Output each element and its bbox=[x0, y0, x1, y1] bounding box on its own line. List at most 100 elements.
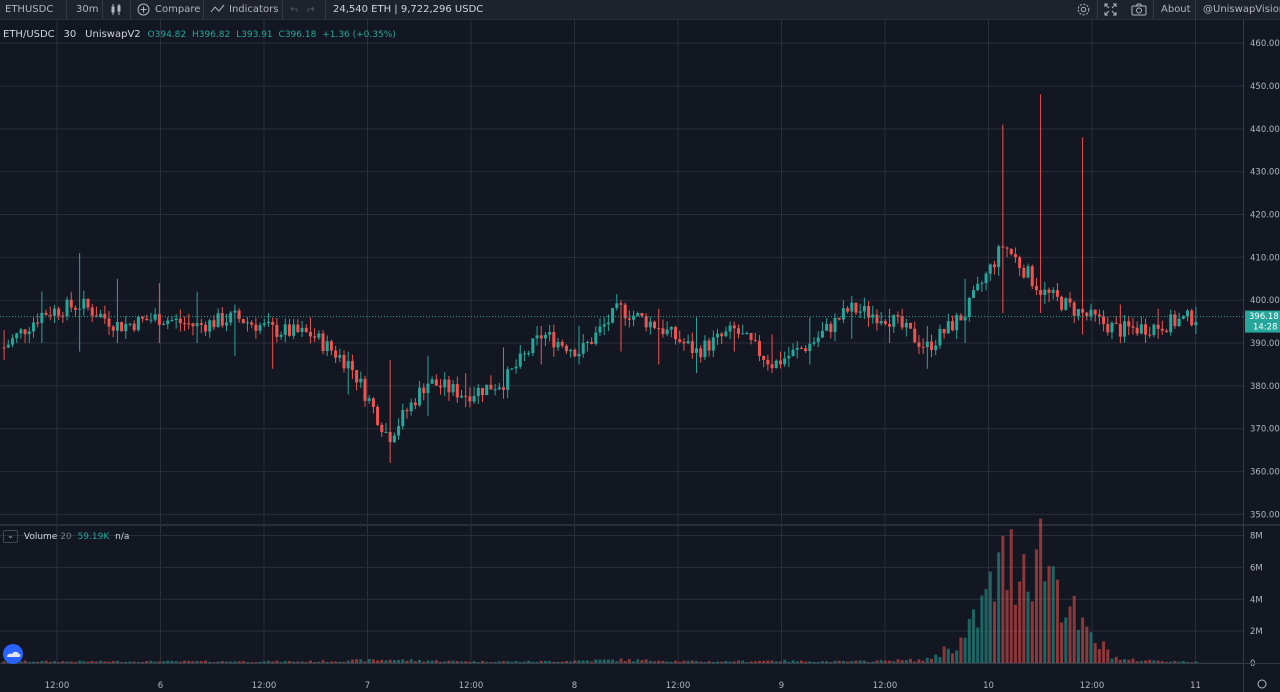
candle-body[interactable] bbox=[111, 326, 115, 331]
candle-body[interactable] bbox=[812, 342, 816, 344]
candle-body[interactable] bbox=[774, 360, 778, 369]
candle-body[interactable] bbox=[665, 329, 669, 335]
candle-body[interactable] bbox=[900, 316, 904, 328]
candle-body[interactable] bbox=[1148, 334, 1152, 336]
candle-body[interactable] bbox=[376, 406, 380, 425]
candle-body[interactable] bbox=[485, 384, 489, 396]
candle-body[interactable] bbox=[401, 410, 405, 427]
candle-body[interactable] bbox=[1051, 290, 1055, 293]
candle-body[interactable] bbox=[1114, 322, 1118, 324]
candle-body[interactable] bbox=[1156, 324, 1160, 329]
candle-body[interactable] bbox=[321, 333, 325, 352]
candle-body[interactable] bbox=[44, 312, 48, 315]
candle-body[interactable] bbox=[392, 435, 396, 443]
candle-body[interactable] bbox=[308, 331, 312, 337]
price-chart[interactable]: 460.00 450.00 440.00 430.00 420.00 410.00 400.… bbox=[0, 20, 1280, 692]
candle-body[interactable] bbox=[262, 323, 266, 326]
candle-body[interactable] bbox=[531, 338, 535, 354]
candle-body[interactable] bbox=[829, 323, 833, 333]
candle-body[interactable] bbox=[564, 345, 568, 352]
candle-body[interactable] bbox=[107, 318, 111, 327]
candle-body[interactable] bbox=[875, 314, 879, 324]
candle-body[interactable] bbox=[921, 346, 925, 348]
volume-name[interactable]: Volume bbox=[23, 532, 58, 542]
candle-body[interactable] bbox=[1194, 321, 1198, 326]
candle-body[interactable] bbox=[825, 323, 829, 331]
candle-body[interactable] bbox=[409, 402, 413, 412]
candle-body[interactable] bbox=[971, 290, 975, 298]
candle-body[interactable] bbox=[397, 426, 401, 436]
candle-body[interactable] bbox=[19, 329, 23, 334]
candle-body[interactable] bbox=[233, 310, 237, 313]
candle-body[interactable] bbox=[577, 353, 581, 357]
candle-body[interactable] bbox=[455, 384, 459, 398]
candle-body[interactable] bbox=[963, 317, 967, 321]
candle-body[interactable] bbox=[418, 387, 422, 406]
chart-type-icon[interactable] bbox=[110, 0, 122, 19]
candle-body[interactable] bbox=[615, 303, 619, 308]
candle-body[interactable] bbox=[1118, 323, 1122, 337]
candle-body[interactable] bbox=[904, 322, 908, 328]
candle-body[interactable] bbox=[749, 333, 753, 340]
candle-body[interactable] bbox=[1165, 330, 1169, 333]
candle-body[interactable] bbox=[124, 323, 128, 332]
candle-body[interactable] bbox=[841, 308, 845, 320]
candle-body[interactable] bbox=[296, 324, 300, 332]
candle-body[interactable] bbox=[602, 324, 606, 327]
candle-body[interactable] bbox=[925, 341, 929, 348]
candle-body[interactable] bbox=[1190, 310, 1194, 326]
candle-body[interactable] bbox=[103, 313, 107, 319]
candle-body[interactable] bbox=[497, 387, 501, 390]
candle-body[interactable] bbox=[283, 324, 287, 335]
candle-body[interactable] bbox=[590, 341, 594, 344]
candle-body[interactable] bbox=[86, 298, 90, 308]
candle-body[interactable] bbox=[1018, 257, 1022, 268]
candle-body[interactable] bbox=[791, 349, 795, 357]
compare-add-icon[interactable] bbox=[137, 0, 150, 19]
interval-button[interactable]: 30m bbox=[76, 4, 99, 15]
candle-body[interactable] bbox=[783, 358, 787, 365]
candle-body[interactable] bbox=[266, 321, 270, 324]
candle-body[interactable] bbox=[1076, 309, 1080, 316]
candle-body[interactable] bbox=[1110, 322, 1114, 333]
candle-body[interactable] bbox=[799, 347, 803, 349]
candle-body[interactable] bbox=[325, 341, 329, 352]
candle-body[interactable] bbox=[522, 353, 526, 355]
candle-body[interactable] bbox=[992, 264, 996, 268]
candle-body[interactable] bbox=[162, 323, 166, 325]
candle-body[interactable] bbox=[1139, 324, 1143, 334]
candle-body[interactable] bbox=[195, 323, 199, 327]
candle-body[interactable] bbox=[413, 402, 417, 406]
candle-body[interactable] bbox=[1173, 314, 1177, 327]
candle-body[interactable] bbox=[678, 339, 682, 342]
candle-body[interactable] bbox=[359, 378, 363, 383]
candle-body[interactable] bbox=[1123, 321, 1127, 337]
candle-body[interactable] bbox=[149, 319, 153, 321]
candle-body[interactable] bbox=[187, 323, 191, 325]
candle-body[interactable] bbox=[1181, 315, 1185, 319]
candle-body[interactable] bbox=[476, 387, 480, 397]
candle-body[interactable] bbox=[317, 333, 321, 338]
candle-body[interactable] bbox=[1043, 289, 1047, 295]
candle-body[interactable] bbox=[909, 322, 913, 329]
candle-body[interactable] bbox=[695, 348, 699, 353]
candle-body[interactable] bbox=[31, 322, 35, 332]
candle-body[interactable] bbox=[208, 320, 212, 332]
candle-body[interactable] bbox=[930, 341, 934, 351]
candle-body[interactable] bbox=[464, 395, 468, 397]
candle-body[interactable] bbox=[447, 379, 451, 393]
candle-body[interactable] bbox=[363, 378, 367, 401]
candle-body[interactable] bbox=[350, 360, 354, 370]
candle-body[interactable] bbox=[514, 366, 518, 369]
indicators-icon[interactable] bbox=[210, 0, 225, 19]
candle-body[interactable] bbox=[271, 321, 275, 325]
candle-body[interactable] bbox=[1177, 318, 1181, 327]
candle-body[interactable] bbox=[917, 342, 921, 347]
candle-body[interactable] bbox=[753, 339, 757, 341]
candle-body[interactable] bbox=[136, 316, 140, 331]
candle-body[interactable] bbox=[606, 322, 610, 325]
candle-body[interactable] bbox=[460, 395, 464, 398]
candle-body[interactable] bbox=[69, 299, 73, 308]
candle-body[interactable] bbox=[1072, 302, 1076, 316]
candle-body[interactable] bbox=[1068, 298, 1072, 303]
